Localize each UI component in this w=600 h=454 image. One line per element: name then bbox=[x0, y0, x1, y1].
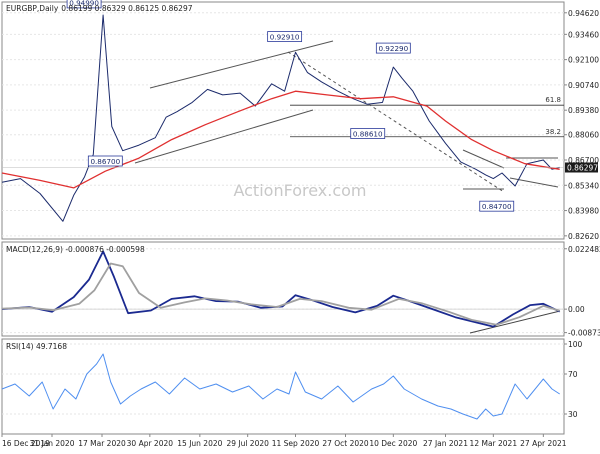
x-tick-label: 30 Apr 2020 bbox=[127, 439, 174, 448]
price-panel-title: EURGBP,Daily 0.86199 0.86329 0.86125 0.86… bbox=[6, 4, 193, 13]
y-tick-label: 0.82620 bbox=[568, 232, 599, 241]
x-tick-label: 10 Dec 2020 bbox=[369, 439, 417, 448]
annotation-box bbox=[479, 200, 515, 212]
price-symbol-title: EURGBP,Daily bbox=[6, 4, 59, 13]
price-panel: ActionForex.com 61.838.2 0.949900.867000… bbox=[1, 0, 599, 241]
fib-level-label: 61.8 bbox=[545, 96, 561, 104]
y-tick-label: 30 bbox=[568, 410, 578, 419]
series-macd-line bbox=[1, 250, 561, 328]
annotation-label: 0.94990 bbox=[69, 0, 99, 8]
y-tick-label: 70 bbox=[568, 370, 578, 379]
rsi-panel: 100 70 30 RSI(14) 49.7168 bbox=[1, 338, 583, 435]
annotation-label: 0.92290 bbox=[378, 44, 408, 53]
fib-level-label: 38.2 bbox=[545, 128, 561, 136]
channel-lower-line bbox=[134, 109, 314, 164]
macd-grid bbox=[2, 248, 564, 334]
last-price-marker: 0.86297 bbox=[2, 162, 598, 173]
y-tick-label: -0.008736 bbox=[568, 329, 600, 338]
y-tick-label: 0.88060 bbox=[568, 131, 599, 140]
annotation-label: 0.88610 bbox=[353, 129, 383, 138]
y-tick-label: 0.00 bbox=[568, 305, 585, 314]
macd-series-group bbox=[1, 250, 561, 328]
price-y-axis: 0.94620 0.93460 0.92100 0.90740 0.89380 0.880… bbox=[564, 9, 599, 241]
annotation-label: 0.92910 bbox=[270, 32, 300, 41]
y-tick-label: 100 bbox=[568, 340, 583, 349]
flag-upper-line bbox=[462, 149, 505, 169]
series-rsi-line bbox=[1, 353, 560, 420]
trendlines bbox=[134, 40, 559, 193]
x-tick-label: 12 Mar 2021 bbox=[470, 439, 518, 448]
channel-upper-line bbox=[149, 40, 334, 89]
y-tick-label: 0.86700 bbox=[568, 156, 599, 165]
x-tick-label: 29 Jul 2020 bbox=[226, 439, 269, 448]
rsi-y-axis: 100 70 30 bbox=[564, 340, 583, 419]
last-price-tag bbox=[565, 162, 598, 173]
last-price-label: 0.86297 bbox=[567, 163, 598, 172]
y-tick-label: 0.022482 bbox=[568, 245, 600, 254]
annotation-box bbox=[375, 42, 411, 54]
macd-panel: 0.022482 0.00 -0.008736 MACD(12,26,9) -0.0… bbox=[1, 241, 600, 338]
price-series-group bbox=[1, 14, 560, 222]
y-tick-label: 0.94620 bbox=[568, 9, 599, 18]
x-tick-label: 11 Sep 2020 bbox=[272, 439, 320, 448]
triangle-lower-line bbox=[509, 177, 559, 188]
annotation-box bbox=[267, 31, 303, 42]
x-tick-label: 31 Jan 2020 bbox=[30, 439, 75, 448]
series-moving_average-line bbox=[1, 90, 560, 189]
price-grid bbox=[2, 12, 564, 237]
annotation-box bbox=[87, 155, 123, 167]
x-tick-label: 27 Apr 2021 bbox=[520, 439, 567, 448]
rsi-panel-frame bbox=[1, 338, 565, 435]
y-tick-label: 0.93460 bbox=[568, 30, 599, 39]
x-tick-label: 15 Jun 2020 bbox=[177, 439, 222, 448]
macd-panel-title: MACD(12,26,9) -0.000876 -0.000598 bbox=[6, 245, 145, 254]
falling-trendline bbox=[287, 51, 505, 193]
annotation-box bbox=[350, 128, 386, 139]
annotation-label: 0.84700 bbox=[482, 202, 512, 211]
y-tick-label: 0.83980 bbox=[568, 207, 599, 216]
macd-y-axis: 0.022482 0.00 -0.008736 bbox=[564, 245, 600, 338]
x-tick-label: 17 Mar 2020 bbox=[78, 439, 126, 448]
y-tick-label: 0.89380 bbox=[568, 106, 599, 115]
macd-panel-frame bbox=[1, 241, 565, 337]
macd-trendline bbox=[469, 310, 561, 334]
watermark: ActionForex.com bbox=[233, 181, 366, 200]
annotation-label: 0.86700 bbox=[90, 157, 120, 166]
price-panel-frame bbox=[1, 1, 565, 240]
y-tick-label: 0.90740 bbox=[568, 81, 599, 90]
rsi-grid bbox=[2, 343, 564, 415]
x-tick-label: 27 Jan 2021 bbox=[423, 439, 468, 448]
y-tick-label: 0.85340 bbox=[568, 181, 599, 190]
fib-levels: 61.8 38.2 bbox=[290, 96, 564, 138]
annotation-box bbox=[66, 0, 102, 9]
price-ohlc-readout: 0.86199 0.86329 0.86125 0.86297 bbox=[61, 4, 192, 13]
x-tick-label: 27 Oct 2020 bbox=[322, 439, 369, 448]
price-annotations: 0.94990 0.86700 0.92910 0.88610 0.92290 0.847… bbox=[66, 0, 515, 212]
y-tick-label: 0.92100 bbox=[568, 56, 599, 65]
series-price-line bbox=[1, 14, 560, 222]
rsi-panel-title: RSI(14) 49.7168 bbox=[6, 342, 67, 351]
rsi-series-group bbox=[1, 353, 560, 420]
x-tick-label: 16 Dec 2019 bbox=[2, 439, 50, 448]
series-signal-line bbox=[1, 262, 560, 326]
